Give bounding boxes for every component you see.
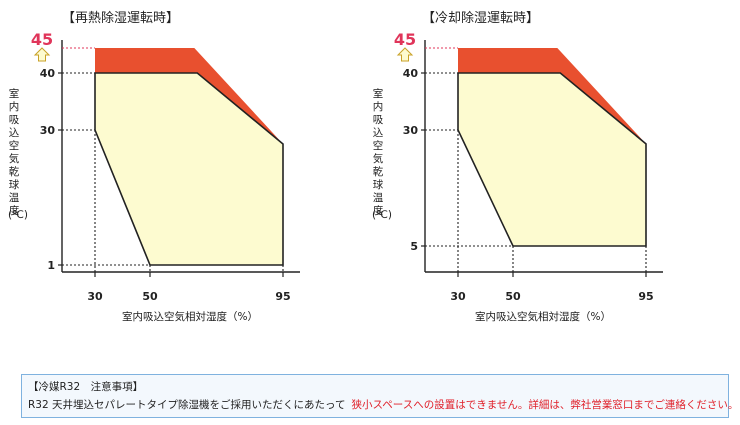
up-arrow-icon [33,47,51,62]
x-tick-label: 95 [275,290,290,303]
chart-title: 【冷却除湿運転時】 [422,11,539,26]
highlight-value-45: 45 [31,30,53,49]
operating-area [457,72,647,247]
y-tick-label: 40 [40,67,56,80]
y-axis-unit: (℃) [372,209,392,221]
y-tick-label: 30 [403,124,419,137]
note-body: R32 天井埋込セパレートタイプ除湿機をご採用いただくにあたって 狭小スペースへの… [28,397,738,412]
charts-canvas: 【再熱除湿運転時】 1 30 40 30 50 95 45 室内吸込空気相対湿度（%） 室内吸込空… [8,11,663,323]
x-tick-label: 50 [505,290,521,303]
limit-area [458,48,646,144]
y-axis-label: 室内吸込空気乾球温度 [9,87,20,217]
x-axis-label: 室内吸込空気相対湿度（%） [475,310,611,323]
y-tick-label: 1 [47,259,55,272]
y-axis-label: 室内吸込空気乾球温度 [373,87,384,217]
up-arrow-icon [396,47,414,62]
y-axis-unit: (℃) [8,209,28,221]
y-tick-label: 40 [403,67,419,80]
x-tick-label: 30 [87,290,103,303]
x-tick-label: 50 [142,290,158,303]
operating-area [94,72,284,266]
note-title: 【冷媒R32 注意事項】 [28,381,144,393]
x-axis-label: 室内吸込空気相対湿度（%） [122,310,258,323]
x-tick-label: 30 [450,290,466,303]
note-body-text: R32 天井埋込セパレートタイプ除湿機をご採用いただくにあたって [28,399,346,411]
refrigerant-note-box: 【冷媒R32 注意事項】 R32 天井埋込セパレートタイプ除湿機をご採用いただく… [21,374,738,418]
y-tick-label: 30 [40,124,56,137]
chart-2: 【冷却除湿運転時】 5 30 40 30 50 95 45 室内吸込空気相対湿度（%） 室内吸込空… [372,11,663,323]
highlight-value-45: 45 [394,30,416,49]
y-tick-label: 5 [410,240,418,253]
chart-title: 【再熱除湿運転時】 [62,11,179,26]
limit-area [95,48,283,144]
note-warning-text: 狭小スペースへの設置はできません。詳細は、弊社営業窓口までご連絡ください。 [351,399,739,411]
chart-1: 【再熱除湿運転時】 1 30 40 30 50 95 45 室内吸込空気相対湿度（%） 室内吸込空… [8,11,300,323]
x-tick-label: 95 [638,290,653,303]
